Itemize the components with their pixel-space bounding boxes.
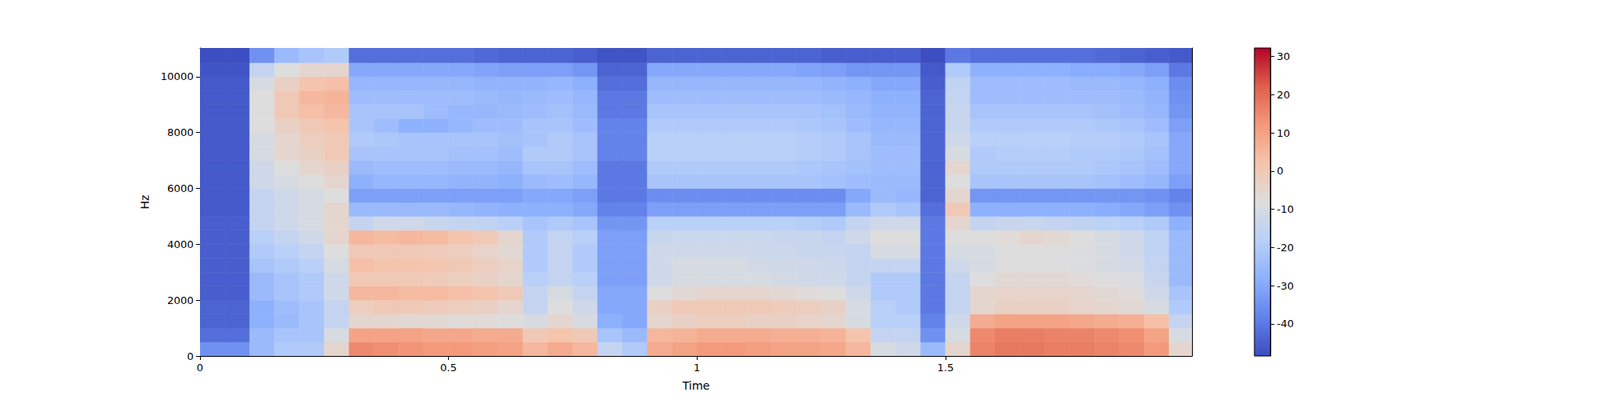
svg-text:-40: -40 — [1276, 317, 1294, 330]
svg-text:Hz: Hz — [138, 195, 152, 210]
svg-text:10: 10 — [1276, 127, 1291, 140]
svg-text:8000: 8000 — [167, 126, 194, 139]
svg-text:2000: 2000 — [167, 294, 194, 307]
svg-text:Time: Time — [681, 379, 710, 392]
svg-text:6000: 6000 — [167, 182, 194, 195]
svg-text:-10: -10 — [1276, 203, 1294, 216]
svg-text:0: 0 — [1276, 164, 1284, 177]
svg-text:0: 0 — [196, 361, 204, 374]
svg-text:20: 20 — [1276, 88, 1291, 101]
svg-text:30: 30 — [1276, 50, 1291, 63]
svg-text:10000: 10000 — [160, 70, 194, 83]
svg-text:1: 1 — [693, 361, 700, 374]
svg-text:1.5: 1.5 — [937, 361, 955, 374]
svg-text:-20: -20 — [1276, 241, 1294, 254]
svg-text:4000: 4000 — [167, 238, 194, 251]
svg-text:-30: -30 — [1276, 280, 1294, 292]
svg-text:0: 0 — [187, 350, 194, 363]
svg-text:0.5: 0.5 — [440, 361, 457, 374]
